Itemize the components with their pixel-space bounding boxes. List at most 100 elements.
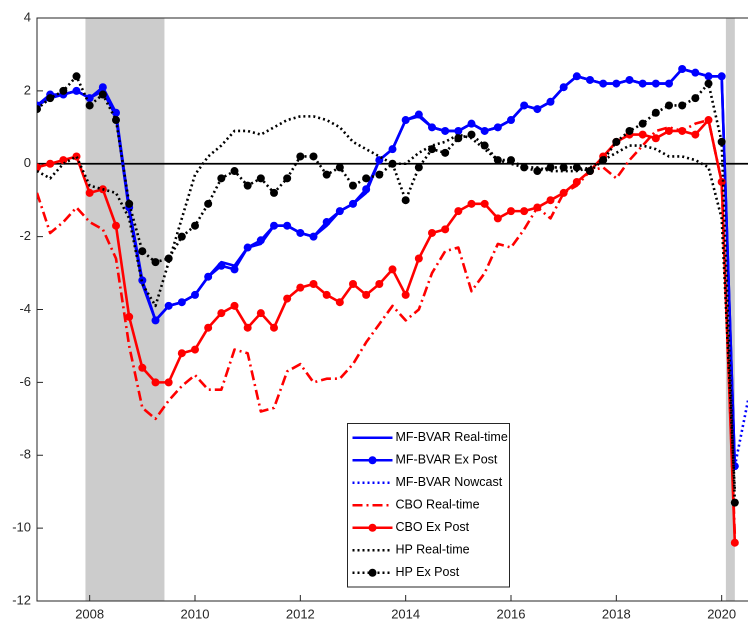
- series-marker: [665, 101, 673, 110]
- series-marker: [204, 272, 213, 281]
- series-marker: [362, 185, 371, 194]
- series-marker: [296, 152, 305, 161]
- series-marker: [480, 199, 489, 208]
- series-marker: [546, 97, 555, 106]
- series-marker: [704, 79, 713, 88]
- series-marker: [638, 119, 647, 128]
- series-marker: [414, 110, 423, 119]
- series-marker: [98, 90, 107, 99]
- series-marker: [112, 108, 120, 117]
- series-marker: [612, 79, 621, 88]
- series-marker: [665, 126, 673, 135]
- series-marker: [362, 174, 371, 183]
- series-marker: [204, 199, 213, 208]
- series-marker: [230, 167, 239, 176]
- series-marker: [85, 101, 94, 110]
- x-tick-label: 2020: [707, 606, 736, 621]
- series-marker: [599, 79, 608, 88]
- series-marker: [296, 228, 305, 237]
- series-marker: [164, 378, 173, 387]
- series-marker: [230, 265, 239, 274]
- series-marker: [138, 247, 147, 256]
- series-marker: [164, 301, 173, 310]
- series-marker: [112, 116, 120, 125]
- series-marker: [191, 290, 199, 299]
- series-marker: [256, 174, 265, 183]
- y-tick-label: -2: [19, 228, 31, 243]
- series-line: [37, 118, 737, 536]
- y-tick-label: 2: [24, 82, 31, 97]
- series-marker: [217, 309, 226, 318]
- series-marker: [520, 101, 529, 110]
- series-marker: [507, 207, 515, 216]
- series-marker: [151, 316, 160, 325]
- series-marker: [520, 207, 529, 216]
- x-tick-label: 2016: [497, 606, 526, 621]
- series-marker: [441, 225, 450, 234]
- series-marker: [533, 203, 542, 212]
- series-marker: [230, 301, 239, 310]
- y-tick-label: 4: [24, 9, 31, 24]
- series-marker: [428, 123, 436, 132]
- series-marker: [243, 181, 252, 190]
- series-marker: [362, 290, 371, 299]
- series-line: [37, 115, 737, 492]
- series-marker: [46, 94, 55, 103]
- series-marker: [678, 65, 687, 74]
- x-tick-label: 2010: [181, 606, 210, 621]
- series-marker: [401, 116, 410, 125]
- series-marker: [59, 156, 68, 165]
- axes-frame: [36, 17, 748, 602]
- series-marker: [309, 152, 318, 161]
- legend-marker: [368, 523, 377, 532]
- series-marker: [256, 309, 265, 318]
- series-marker: [335, 207, 344, 216]
- series-marker: [441, 126, 450, 135]
- series-marker: [217, 174, 226, 183]
- legend-label: MF-BVAR Real-time: [396, 430, 508, 444]
- series-marker: [388, 145, 397, 154]
- legend-label: MF-BVAR Ex Post: [396, 453, 498, 467]
- series-marker: [704, 116, 713, 125]
- series-marker: [401, 196, 410, 205]
- legend-label: HP Ex Post: [396, 565, 460, 579]
- series-marker: [217, 261, 226, 270]
- series-marker: [467, 119, 476, 128]
- legend-marker: [368, 568, 377, 577]
- series-marker: [37, 105, 41, 114]
- series-marker: [283, 221, 292, 230]
- x-tick-label: 2012: [286, 606, 315, 621]
- legend-label: MF-BVAR Nowcast: [396, 475, 503, 489]
- series-marker: [72, 152, 81, 161]
- series-marker: [401, 290, 410, 299]
- y-tick-label: -4: [19, 301, 31, 316]
- series-marker: [388, 159, 397, 168]
- series-marker: [85, 94, 94, 103]
- series-marker: [480, 126, 489, 135]
- series-marker: [191, 221, 199, 230]
- y-tick-label: -6: [19, 374, 31, 389]
- series-marker: [375, 279, 384, 288]
- series-marker: [125, 312, 134, 321]
- series-line: [733, 400, 748, 467]
- series-marker: [309, 279, 318, 288]
- series-marker: [243, 323, 252, 332]
- series-marker: [691, 94, 700, 103]
- series-marker: [691, 130, 700, 139]
- series-marker: [625, 75, 634, 84]
- series-marker: [533, 167, 542, 176]
- series-marker: [283, 174, 292, 183]
- series-marker: [638, 79, 647, 88]
- series-marker: [651, 134, 660, 143]
- series-marker: [559, 188, 568, 197]
- series-marker: [428, 145, 436, 154]
- series-marker: [533, 105, 542, 114]
- legend-label: CBO Real-time: [396, 498, 480, 512]
- series-marker: [428, 228, 436, 237]
- y-tick-label: -10: [12, 520, 31, 535]
- series-marker: [283, 294, 292, 303]
- series-marker: [112, 221, 120, 230]
- series-marker: [493, 123, 502, 132]
- series-marker: [256, 236, 265, 245]
- series-marker: [151, 378, 160, 387]
